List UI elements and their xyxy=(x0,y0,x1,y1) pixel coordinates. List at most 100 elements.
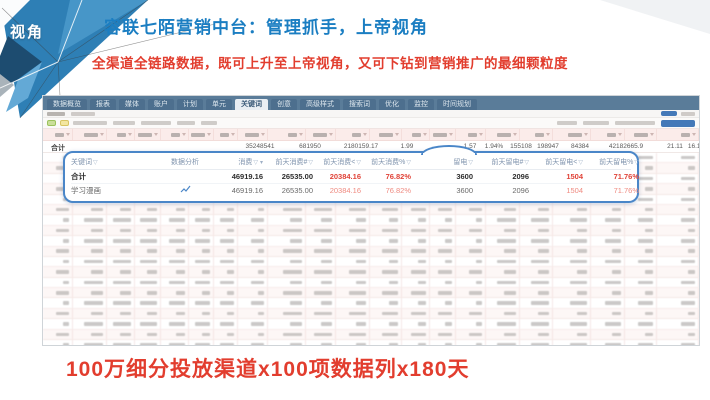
toolbar-button-blurred[interactable] xyxy=(661,111,677,116)
cell-text-blurred xyxy=(146,270,157,274)
callout-column-header[interactable]: 前天消费< ▽ xyxy=(317,157,365,167)
filter-triangle-icon[interactable]: ▽ xyxy=(308,159,313,166)
filter-triangle-icon[interactable] xyxy=(153,133,158,136)
filter-triangle-icon[interactable]: ▽ xyxy=(634,159,639,166)
filter-triangle-icon[interactable] xyxy=(207,133,212,136)
tab-7-active[interactable]: 关键词 xyxy=(235,99,268,110)
toolbar-button-blurred[interactable] xyxy=(661,119,695,127)
column-header-blurred[interactable] xyxy=(161,129,189,140)
filter-control-blurred[interactable] xyxy=(201,121,217,125)
filter-chip-green[interactable] xyxy=(47,120,56,126)
tab-9[interactable]: 高级样式 xyxy=(300,99,340,110)
filter-triangle-icon[interactable] xyxy=(394,133,399,136)
column-header-blurred[interactable] xyxy=(214,129,239,140)
filter-control-blurred[interactable] xyxy=(615,121,655,125)
filter-triangle-icon[interactable] xyxy=(422,133,427,136)
table-cell-blurred xyxy=(161,288,189,298)
column-header-blurred[interactable] xyxy=(625,129,658,140)
table-cell-blurred xyxy=(107,298,135,308)
footer-highlight: 100万细分投放渠道x100项数据列x180天 xyxy=(66,358,470,381)
tab-12[interactable]: 监控 xyxy=(408,99,434,110)
filter-triangle-icon[interactable] xyxy=(329,133,334,136)
column-header-blurred[interactable] xyxy=(430,129,456,140)
tab-2[interactable]: 报表 xyxy=(90,99,116,110)
filter-control-blurred[interactable] xyxy=(177,121,195,125)
filter-triangle-icon[interactable] xyxy=(546,133,551,136)
filter-control-blurred[interactable] xyxy=(557,121,577,125)
callout-column-header[interactable]: 数据分析 xyxy=(159,157,211,167)
filter-triangle-icon[interactable]: ▽ xyxy=(93,159,98,166)
filter-triangle-icon[interactable] xyxy=(181,133,186,136)
column-header-blurred[interactable] xyxy=(486,129,520,140)
callout-value-cell: 71.76% xyxy=(613,186,639,195)
callout-value-cell: 46919.16 xyxy=(231,186,263,195)
filter-control-blurred[interactable] xyxy=(583,121,609,125)
filter-control-blurred[interactable] xyxy=(73,121,107,125)
column-header-blurred[interactable] xyxy=(336,129,370,140)
tab-13[interactable]: 时间规划 xyxy=(437,99,477,110)
filter-triangle-icon[interactable]: ▽ xyxy=(356,159,361,166)
filter-triangle-icon[interactable]: ▽ xyxy=(524,159,529,166)
tab-1[interactable]: 数据概览 xyxy=(47,99,87,110)
filter-control-blurred[interactable] xyxy=(141,121,171,125)
callout-column-header[interactable]: 前天留电< ▽ xyxy=(533,157,587,167)
column-header-blurred[interactable] xyxy=(306,129,337,140)
column-header-blurred[interactable] xyxy=(591,129,626,140)
filter-triangle-icon[interactable]: ▽ xyxy=(406,159,411,166)
tab-10[interactable]: 搜索词 xyxy=(343,99,376,110)
column-header-blurred[interactable] xyxy=(456,129,486,140)
column-header-blurred[interactable] xyxy=(553,129,592,140)
column-header-blurred[interactable] xyxy=(657,129,699,140)
column-header-blurred[interactable] xyxy=(43,129,73,140)
column-header-blurred[interactable] xyxy=(370,129,402,140)
column-header-blurred[interactable] xyxy=(73,129,107,140)
filter-triangle-icon[interactable]: ▽ xyxy=(578,159,583,166)
column-header-blurred[interactable] xyxy=(189,129,215,140)
callout-column-header[interactable]: 前天消费# ▽ xyxy=(267,157,317,167)
filter-triangle-icon[interactable] xyxy=(127,133,132,136)
callout-column-header[interactable]: 前天留电% ▽ xyxy=(587,157,643,167)
tab-3[interactable]: 媒体 xyxy=(119,99,145,110)
filter-chip-yellow[interactable] xyxy=(60,120,69,126)
tab-6[interactable]: 单元 xyxy=(206,99,232,110)
filter-triangle-icon[interactable] xyxy=(231,133,236,136)
filter-triangle-icon[interactable]: ▽ xyxy=(253,159,258,166)
column-header-blurred[interactable] xyxy=(238,129,269,140)
filter-triangle-icon[interactable] xyxy=(650,133,655,136)
filter-triangle-icon[interactable] xyxy=(448,133,453,136)
tab-8[interactable]: 创意 xyxy=(271,99,297,110)
filter-triangle-icon[interactable] xyxy=(299,133,304,136)
table-cell-blurred xyxy=(657,298,699,308)
filter-control-blurred[interactable] xyxy=(113,121,135,125)
sort-caret-icon[interactable]: ▾ xyxy=(259,159,263,166)
cell-text-blurred xyxy=(681,322,696,326)
callout-column-header[interactable]: 关键词 ▽ xyxy=(71,157,159,167)
filter-triangle-icon[interactable] xyxy=(362,133,367,136)
filter-triangle-icon[interactable] xyxy=(692,133,697,136)
filter-triangle-icon[interactable] xyxy=(478,133,483,136)
cell-text-blurred xyxy=(168,301,185,305)
cell-text-blurred xyxy=(195,259,211,264)
column-header-blurred[interactable] xyxy=(268,129,307,140)
column-header-blurred[interactable] xyxy=(402,129,430,140)
filter-triangle-icon[interactable] xyxy=(512,133,517,136)
tab-5[interactable]: 计划 xyxy=(177,99,203,110)
filter-triangle-icon[interactable]: ▽ xyxy=(468,159,473,166)
callout-column-header[interactable]: 留电 ▽ xyxy=(415,157,477,167)
tab-11[interactable]: 优化 xyxy=(379,99,405,110)
filter-triangle-icon[interactable] xyxy=(261,133,266,136)
filter-triangle-icon[interactable] xyxy=(99,133,104,136)
filter-triangle-icon[interactable] xyxy=(65,133,70,136)
line-chart-icon[interactable] xyxy=(159,185,211,196)
column-header-blurred[interactable] xyxy=(107,129,135,140)
callout-column-header[interactable]: 消费 ▽ ▾ xyxy=(211,157,267,167)
cell-text-blurred xyxy=(388,218,398,222)
tab-4[interactable]: 账户 xyxy=(148,99,174,110)
filter-triangle-icon[interactable] xyxy=(584,133,589,136)
summary-value: 84384 xyxy=(570,143,590,150)
column-header-blurred[interactable] xyxy=(520,129,554,140)
filter-triangle-icon[interactable] xyxy=(618,133,623,136)
column-header-blurred[interactable] xyxy=(135,129,161,140)
callout-column-header[interactable]: 前天留电# ▽ xyxy=(477,157,533,167)
callout-column-header[interactable]: 前天消费% ▽ xyxy=(365,157,415,167)
